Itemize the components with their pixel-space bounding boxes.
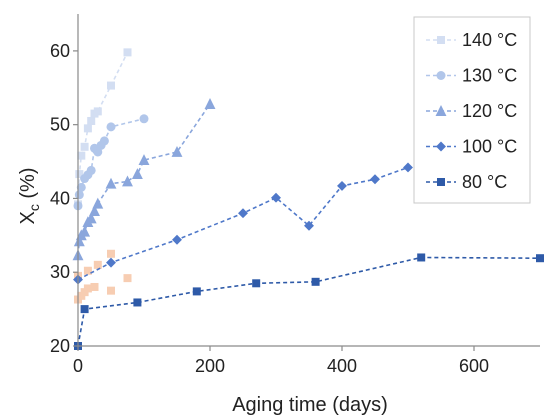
data-point xyxy=(192,287,201,296)
data-point xyxy=(536,254,544,263)
data-point xyxy=(99,136,109,146)
unlabeled-point xyxy=(83,284,92,293)
legend-label: 80 °C xyxy=(462,172,507,192)
data-point xyxy=(106,257,116,268)
y-tick-label: 30 xyxy=(50,262,70,282)
legend-item: 120 °C xyxy=(426,101,517,121)
data-point xyxy=(138,154,150,166)
data-point xyxy=(77,151,86,160)
data-point xyxy=(311,277,320,286)
unlabeled-point xyxy=(90,282,99,291)
unlabeled-point xyxy=(107,249,115,258)
data-point xyxy=(93,147,103,157)
series-3 xyxy=(73,162,413,285)
x-axis-title: Aging time (days) xyxy=(232,394,388,416)
legend-item: 80 °C xyxy=(426,172,507,192)
data-point xyxy=(75,170,84,179)
legend: 140 °C 130 °C 120 °C 100 °C 80 °C xyxy=(413,16,531,204)
y-tick-label: 60 xyxy=(50,41,70,61)
series-line xyxy=(77,103,211,256)
unlabeled-point xyxy=(93,260,102,269)
legend-marker xyxy=(437,178,445,186)
legend-item: 140 °C xyxy=(426,30,517,50)
data-point xyxy=(271,192,281,203)
data-point xyxy=(105,177,117,189)
data-point xyxy=(107,81,115,90)
legend-marker xyxy=(436,71,446,80)
series-1 xyxy=(73,114,149,211)
legend-marker xyxy=(435,105,447,116)
data-point xyxy=(86,165,96,175)
data-point xyxy=(417,253,426,262)
data-point xyxy=(76,182,86,192)
data-point xyxy=(171,146,183,157)
plot-area xyxy=(72,48,544,350)
x-tick-label: 600 xyxy=(459,356,489,376)
data-point xyxy=(80,305,89,314)
series-4 xyxy=(74,253,544,350)
data-point xyxy=(122,175,133,187)
series-line xyxy=(77,256,541,347)
unlabeled-point xyxy=(107,286,115,295)
data-point xyxy=(106,122,116,132)
data-point xyxy=(73,235,85,247)
x-tick-label: 400 xyxy=(327,356,357,376)
x-tick-label: 200 xyxy=(195,356,225,376)
y-axis-title-unit: (%) xyxy=(17,167,39,204)
legend-box xyxy=(413,16,531,204)
y-tick-label: 20 xyxy=(50,336,70,356)
x-tick-label: 0 xyxy=(73,356,83,376)
legend-label: 140 °C xyxy=(462,30,517,50)
data-point xyxy=(79,225,91,237)
legend-item: 100 °C xyxy=(426,137,517,157)
unlabeled-point xyxy=(123,274,132,283)
data-point xyxy=(87,116,96,125)
y-tick-label: 40 xyxy=(50,188,70,208)
data-point xyxy=(93,107,102,116)
y-tick-label: 50 xyxy=(50,115,70,135)
legend-label: 120 °C xyxy=(462,101,517,121)
svg-text:Xc (%): Xc (%) xyxy=(17,167,42,224)
data-point xyxy=(204,98,216,109)
y-axis-title-main: X xyxy=(17,211,39,224)
data-point xyxy=(403,162,413,173)
data-point xyxy=(252,279,261,288)
data-point xyxy=(370,174,380,185)
legend-label: 100 °C xyxy=(462,137,517,157)
legend-label: 130 °C xyxy=(462,66,517,86)
data-point xyxy=(133,298,142,307)
data-point xyxy=(172,234,182,245)
data-point xyxy=(131,168,143,180)
y-axis-title: Xc (%) xyxy=(17,167,42,224)
unlabeled-point xyxy=(83,266,92,275)
data-point xyxy=(85,212,97,224)
data-point xyxy=(83,124,92,133)
data-point xyxy=(337,180,347,191)
data-point xyxy=(92,197,104,209)
data-point xyxy=(304,220,314,231)
legend-item: 130 °C xyxy=(426,66,517,86)
data-point xyxy=(139,114,149,124)
y-axis-title-subscript: c xyxy=(26,204,42,211)
legend-marker xyxy=(436,141,446,152)
data-point xyxy=(89,205,100,216)
data-point xyxy=(74,190,84,200)
data-point xyxy=(238,208,248,219)
series-line xyxy=(77,166,409,281)
data-point xyxy=(80,142,89,151)
data-point xyxy=(123,48,132,57)
legend-marker xyxy=(437,36,445,44)
